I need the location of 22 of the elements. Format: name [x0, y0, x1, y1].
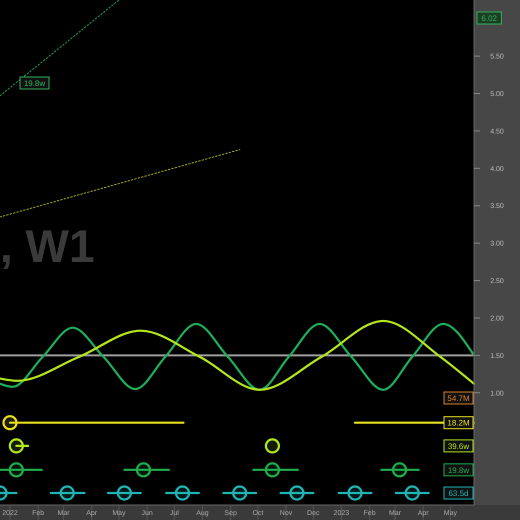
point: [60, 485, 75, 501]
point: [289, 485, 305, 501]
text: 19.8w: [448, 466, 470, 475]
point: [232, 485, 248, 501]
annotation: , W1: [0, 220, 95, 272]
point: [347, 485, 363, 501]
text: 6.02: [481, 14, 498, 23]
text: 18.2M: [447, 418, 470, 428]
point: [264, 438, 280, 454]
point: [2, 415, 18, 430]
point: [404, 485, 420, 501]
annotation: 54.7M: [447, 394, 470, 403]
point: [264, 462, 280, 478]
point: [136, 462, 152, 478]
text: 39.6w: [448, 442, 470, 451]
point: [8, 438, 24, 454]
point: [8, 462, 24, 478]
point: [116, 485, 132, 501]
text: 63.5d: [448, 489, 469, 498]
point: [174, 485, 190, 501]
annotation: 19.8w: [24, 79, 46, 88]
point: [392, 462, 408, 478]
